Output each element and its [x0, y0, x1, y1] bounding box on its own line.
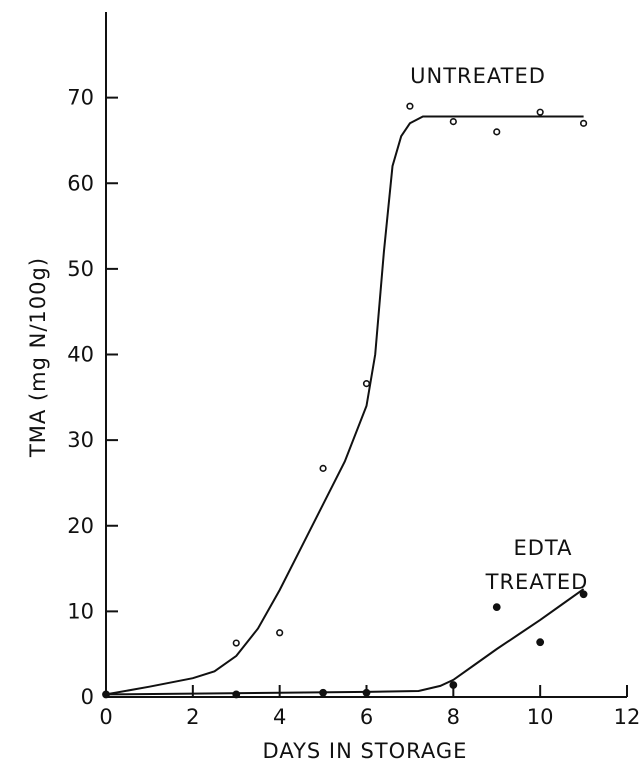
y-axis-ticks: 0 10 20 30 40 50 60 70 — [67, 86, 118, 709]
x-tick-label: 2 — [186, 705, 199, 729]
untreated-label: UNTREATED — [410, 64, 546, 88]
y-tick-label: 20 — [67, 514, 94, 538]
fitted-curves — [105, 115, 585, 696]
x-tick-label: 4 — [273, 705, 286, 729]
y-tick-label: 10 — [67, 599, 94, 623]
edta-label-line-2: TREATED — [485, 570, 589, 594]
edta-treated-point — [232, 690, 241, 699]
edta-label-line-1: EDTA — [513, 536, 572, 560]
x-tick-label: 8 — [447, 705, 460, 729]
y-tick-label: 30 — [67, 428, 94, 452]
y-tick-label: 50 — [67, 257, 94, 281]
x-tick-label: 12 — [614, 705, 640, 729]
untreated-point — [536, 108, 544, 116]
plot-area — [105, 12, 627, 698]
x-tick-label: 0 — [99, 705, 112, 729]
y-tick-label: 60 — [67, 171, 94, 195]
edta-treated-point — [579, 590, 588, 599]
untreated-point — [406, 102, 414, 110]
untreated-point — [276, 629, 284, 637]
x-axis-ticks: 0 2 4 6 8 10 12 — [99, 685, 640, 729]
untreated-point — [362, 380, 371, 388]
edta-treated-point — [536, 638, 545, 647]
fit-curve-untreated — [105, 115, 584, 696]
edta-treated-point — [319, 688, 327, 697]
y-axis-title: TMA (mg N/100g) — [26, 257, 50, 458]
untreated-point — [449, 117, 457, 126]
untreated-point — [493, 128, 501, 136]
y-tick-label: 70 — [67, 86, 94, 110]
untreated-point — [232, 639, 240, 647]
untreated-point — [579, 119, 588, 127]
edta-treated-point — [449, 681, 458, 689]
data-points — [102, 102, 588, 699]
untreated-point — [319, 464, 327, 472]
y-tick-label: 40 — [67, 343, 94, 367]
x-axis-title: DAYS IN STORAGE — [263, 739, 468, 763]
edta-treated-point — [362, 688, 371, 697]
edta-treated-point — [102, 690, 110, 699]
fit-curve-edta-treated — [105, 588, 585, 696]
series-labels: UNTREATED EDTA TREATED — [410, 64, 589, 594]
x-tick-label: 10 — [527, 705, 554, 729]
x-tick-label: 6 — [360, 705, 373, 729]
edta-treated-point — [492, 603, 501, 611]
y-tick-label: 0 — [81, 685, 94, 709]
